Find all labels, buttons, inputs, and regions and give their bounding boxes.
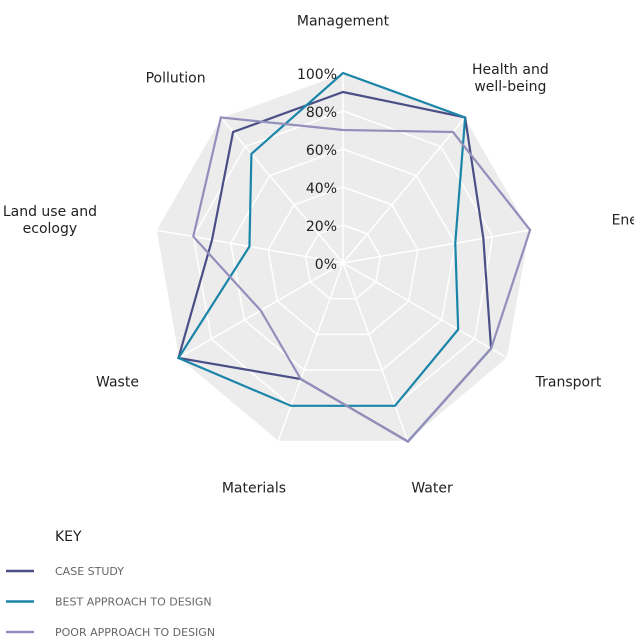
legend-label: CASE STUDY	[55, 565, 124, 578]
axis-label: Pollution	[145, 70, 206, 87]
axis-label: Waste	[96, 374, 139, 391]
axis-label: Management	[296, 13, 390, 30]
axis-label: Energy	[611, 212, 634, 229]
spoke	[220, 116, 344, 264]
grid-ring	[155, 72, 531, 443]
y-tick-label: 40%	[306, 181, 337, 197]
legend-title: KEY	[55, 529, 82, 545]
spoke	[342, 262, 409, 442]
legend-label: POOR APPROACH TO DESIGN	[55, 626, 215, 639]
series-line	[176, 71, 467, 407]
series-line	[192, 116, 532, 443]
legend-label: BEST APPROACH TO DESIGN	[55, 596, 212, 609]
spoke	[342, 229, 531, 264]
y-tick-label: 0%	[315, 257, 337, 273]
axis-label: Water	[411, 480, 453, 497]
grid-ring	[304, 224, 382, 300]
y-tick-label: 60%	[306, 143, 337, 159]
y-tick-label: 80%	[306, 105, 337, 121]
axis-label: Transport	[535, 374, 602, 391]
y-tick-label: 100%	[297, 67, 337, 83]
axis-label: Health and well-being	[471, 61, 549, 95]
y-tick-label: 20%	[306, 219, 337, 235]
spoke	[342, 116, 466, 264]
spoke	[342, 262, 508, 359]
spoke	[277, 262, 344, 442]
axis-label: Land use and ecology	[2, 204, 97, 238]
axis-label: Materials	[221, 480, 287, 497]
grid-ring	[267, 186, 419, 336]
